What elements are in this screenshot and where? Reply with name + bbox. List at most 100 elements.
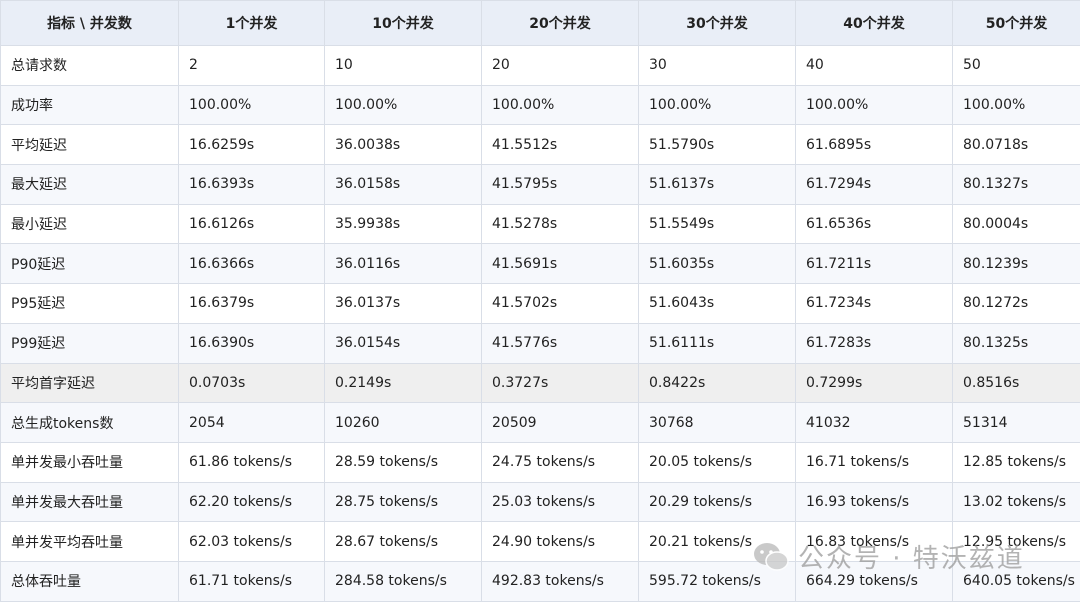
table-cell: 0.0703s xyxy=(179,363,325,403)
table-cell: 61.6536s xyxy=(796,204,953,244)
table-cell: 41.5702s xyxy=(482,284,639,324)
row-label: P95延迟 xyxy=(1,284,179,324)
header-cell: 1个并发 xyxy=(179,1,325,46)
table-cell: 50 xyxy=(953,46,1080,86)
table-cell: 36.0116s xyxy=(325,244,482,284)
table-cell: 10 xyxy=(325,46,482,86)
table-cell: 16.6259s xyxy=(179,125,325,165)
table-cell: 16.6379s xyxy=(179,284,325,324)
table-cell: 40 xyxy=(796,46,953,86)
table-cell: 10260 xyxy=(325,403,482,443)
table-cell: 2054 xyxy=(179,403,325,443)
row-label: 最小延迟 xyxy=(1,204,179,244)
table-cell: 20.05 tokens/s xyxy=(639,442,796,482)
table-cell: 80.1327s xyxy=(953,165,1080,205)
table-cell: 100.00% xyxy=(482,85,639,125)
table-cell: 24.75 tokens/s xyxy=(482,442,639,482)
table-cell: 61.71 tokens/s xyxy=(179,561,325,601)
table-cell: 16.6126s xyxy=(179,204,325,244)
table-cell: 13.02 tokens/s xyxy=(953,482,1080,522)
table-cell: 100.00% xyxy=(179,85,325,125)
table-cell: 24.90 tokens/s xyxy=(482,522,639,562)
row-label: 成功率 xyxy=(1,85,179,125)
table-cell: 36.0154s xyxy=(325,323,482,363)
table-cell: 80.1325s xyxy=(953,323,1080,363)
row-label: 总体吞吐量 xyxy=(1,561,179,601)
table-cell: 41.5795s xyxy=(482,165,639,205)
table-cell: 80.1239s xyxy=(953,244,1080,284)
row-label: P99延迟 xyxy=(1,323,179,363)
table-cell: 0.2149s xyxy=(325,363,482,403)
table-cell: 36.0158s xyxy=(325,165,482,205)
table-cell: 28.67 tokens/s xyxy=(325,522,482,562)
table-cell: 0.3727s xyxy=(482,363,639,403)
table-cell: 0.7299s xyxy=(796,363,953,403)
table-cell: 16.6390s xyxy=(179,323,325,363)
table-cell: 41.5278s xyxy=(482,204,639,244)
table-cell: 30 xyxy=(639,46,796,86)
table-cell: 80.0004s xyxy=(953,204,1080,244)
table-cell: 2 xyxy=(179,46,325,86)
table-cell: 41.5512s xyxy=(482,125,639,165)
watermark: 公众号 · 特沃兹道 xyxy=(752,538,1025,575)
table-cell: 61.6895s xyxy=(796,125,953,165)
table-cell: 20.29 tokens/s xyxy=(639,482,796,522)
row-label: 平均延迟 xyxy=(1,125,179,165)
table-cell: 80.0718s xyxy=(953,125,1080,165)
table-cell: 35.9938s xyxy=(325,204,482,244)
table-cell: 51.5549s xyxy=(639,204,796,244)
table-cell: 51.6111s xyxy=(639,323,796,363)
table-cell: 100.00% xyxy=(953,85,1080,125)
table-cell: 28.75 tokens/s xyxy=(325,482,482,522)
table-cell: 20509 xyxy=(482,403,639,443)
table-cell: 100.00% xyxy=(639,85,796,125)
header-cell: 10个并发 xyxy=(325,1,482,46)
header-cell: 40个并发 xyxy=(796,1,953,46)
row-label: 最大延迟 xyxy=(1,165,179,205)
table-cell: 16.93 tokens/s xyxy=(796,482,953,522)
table-cell: 62.20 tokens/s xyxy=(179,482,325,522)
table-cell: 100.00% xyxy=(325,85,482,125)
row-label: 平均首字延迟 xyxy=(1,363,179,403)
table-cell: 16.71 tokens/s xyxy=(796,442,953,482)
table-cell: 41.5691s xyxy=(482,244,639,284)
table-cell: 28.59 tokens/s xyxy=(325,442,482,482)
table-cell: 41032 xyxy=(796,403,953,443)
row-label: 总请求数 xyxy=(1,46,179,86)
table-cell: 20 xyxy=(482,46,639,86)
watermark-text: 公众号 · 特沃兹道 xyxy=(798,538,1025,575)
header-cell: 30个并发 xyxy=(639,1,796,46)
table-cell: 16.6393s xyxy=(179,165,325,205)
header-cell: 指标 \ 并发数 xyxy=(1,1,179,46)
row-label: P90延迟 xyxy=(1,244,179,284)
header-cell: 50个并发 xyxy=(953,1,1080,46)
table-cell: 36.0137s xyxy=(325,284,482,324)
table-cell: 51.6137s xyxy=(639,165,796,205)
table-cell: 62.03 tokens/s xyxy=(179,522,325,562)
table-cell: 61.7234s xyxy=(796,284,953,324)
table-cell: 25.03 tokens/s xyxy=(482,482,639,522)
table-cell: 61.7294s xyxy=(796,165,953,205)
table-cell: 41.5776s xyxy=(482,323,639,363)
table-cell: 51314 xyxy=(953,403,1080,443)
table-cell: 16.6366s xyxy=(179,244,325,284)
table-cell: 51.5790s xyxy=(639,125,796,165)
table-cell: 100.00% xyxy=(796,85,953,125)
table-cell: 61.7211s xyxy=(796,244,953,284)
table-cell: 51.6035s xyxy=(639,244,796,284)
header-cell: 20个并发 xyxy=(482,1,639,46)
